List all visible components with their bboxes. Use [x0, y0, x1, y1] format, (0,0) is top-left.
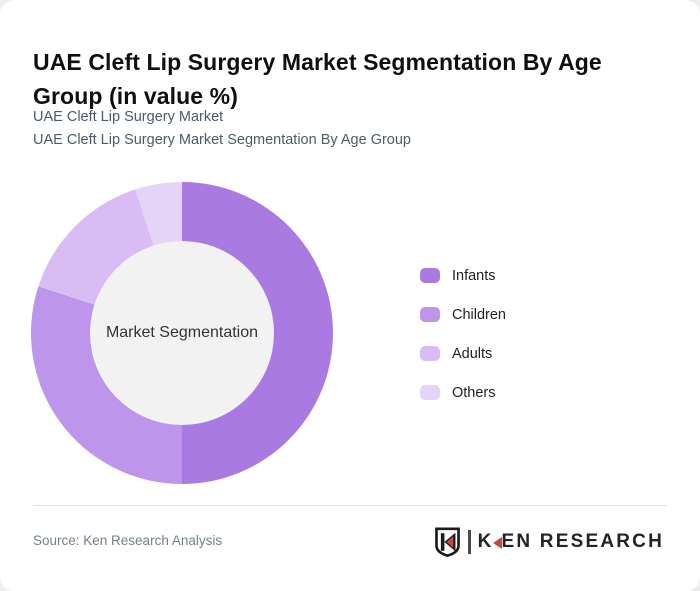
donut-inner-circle — [90, 241, 274, 425]
legend-swatch-children — [420, 307, 440, 322]
legend-item-children: Children — [420, 306, 506, 323]
legend-label: Adults — [452, 345, 493, 362]
legend-swatch-infants — [420, 268, 440, 283]
subtitle-line-1: UAE Cleft Lip Surgery Market — [33, 109, 224, 125]
logo-brand-text: K EN RESEARCH — [478, 531, 664, 553]
source-note: Source: Ken Research Analysis — [33, 533, 223, 548]
chart-subtitle: UAE Cleft Lip Surgery Market UAE Cleft L… — [33, 106, 411, 151]
footer-divider — [33, 505, 667, 506]
logo-brand-rest: EN RESEARCH — [501, 531, 664, 552]
legend-label: Children — [452, 306, 506, 323]
ken-research-logo: K EN RESEARCH — [434, 527, 664, 557]
legend-swatch-adults — [420, 346, 440, 361]
legend-item-others: Others — [420, 384, 506, 401]
logo-shield-icon — [434, 527, 460, 557]
chart-legend: Infants Children Adults Others — [420, 268, 506, 424]
legend-label: Others — [452, 384, 496, 401]
donut-chart-svg — [31, 182, 333, 484]
donut-chart: Market Segmentation — [31, 182, 333, 484]
page-title: UAE Cleft Lip Surgery Market Segmentatio… — [33, 49, 602, 110]
logo-separator — [467, 530, 471, 554]
legend-item-adults: Adults — [420, 345, 506, 362]
legend-label: Infants — [452, 267, 496, 284]
logo-brand-k: K — [477, 531, 494, 552]
logo-red-triangle-icon — [492, 536, 502, 549]
legend-item-infants: Infants — [420, 267, 506, 284]
legend-swatch-others — [420, 385, 440, 400]
subtitle-line-2: UAE Cleft Lip Surgery Market Segmentatio… — [33, 131, 411, 148]
